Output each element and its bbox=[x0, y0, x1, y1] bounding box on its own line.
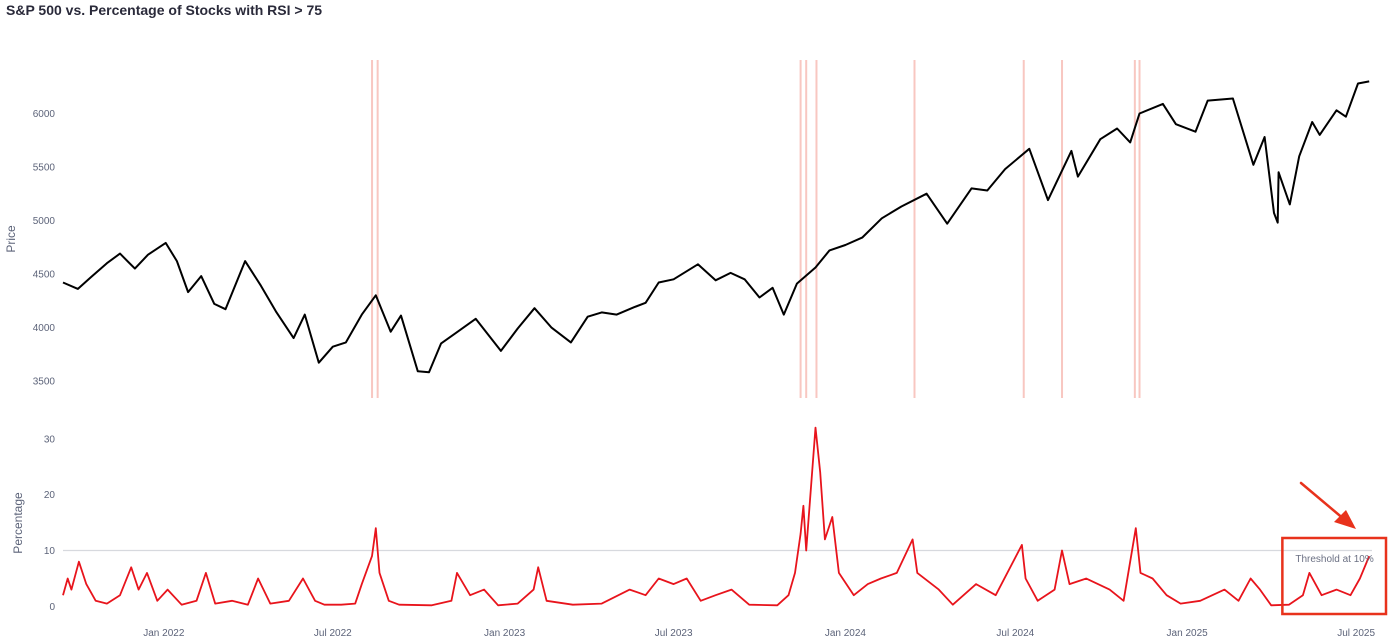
x-tick-7: Jul 2025 bbox=[1337, 628, 1375, 639]
annotation-layer: Threshold at 10% bbox=[1281, 481, 1388, 616]
annotation-arrow-head bbox=[1334, 510, 1356, 529]
percentage-y-tick-10: 10 bbox=[44, 546, 56, 557]
x-tick-2: Jan 2023 bbox=[484, 628, 526, 639]
percentage-layer bbox=[62, 426, 1371, 607]
percentage-y-tick-30: 30 bbox=[44, 434, 56, 445]
x-tick-0: Jan 2022 bbox=[143, 628, 185, 639]
axes-layer: 3500 4000 4500 5000 5500 6000 0 10 20 30 Jan 2022 J… bbox=[4, 109, 1375, 639]
x-tick-3: Jul 2023 bbox=[655, 628, 693, 639]
price-y-tick-3500: 3500 bbox=[33, 376, 56, 387]
x-tick-1: Jul 2022 bbox=[314, 628, 352, 639]
annotation-arrow-shaft bbox=[1299, 481, 1347, 522]
price-y-tick-4000: 4000 bbox=[33, 323, 56, 334]
x-tick-6: Jan 2025 bbox=[1167, 628, 1209, 639]
x-tick-5: Jul 2024 bbox=[996, 628, 1034, 639]
percentage-line bbox=[62, 426, 1371, 607]
highlight-bands bbox=[371, 60, 1141, 398]
x-tick-4: Jan 2024 bbox=[825, 628, 867, 639]
annotation-text: Threshold at 10% bbox=[1295, 554, 1373, 565]
price-y-tick-5500: 5500 bbox=[33, 162, 56, 173]
price-line bbox=[62, 80, 1370, 374]
price-y-tick-5000: 5000 bbox=[33, 216, 56, 227]
price-axis-title: Price bbox=[4, 225, 18, 253]
chart-title: S&P 500 vs. Percentage of Stocks with RS… bbox=[6, 2, 323, 18]
percentage-y-tick-0: 0 bbox=[49, 602, 55, 613]
price-y-tick-6000: 6000 bbox=[33, 109, 56, 120]
price-y-tick-4500: 4500 bbox=[33, 269, 56, 280]
percentage-axis-title: Percentage bbox=[11, 492, 25, 554]
annotation-box bbox=[1281, 536, 1388, 616]
price-layer bbox=[62, 80, 1370, 374]
percentage-y-tick-20: 20 bbox=[44, 490, 56, 501]
